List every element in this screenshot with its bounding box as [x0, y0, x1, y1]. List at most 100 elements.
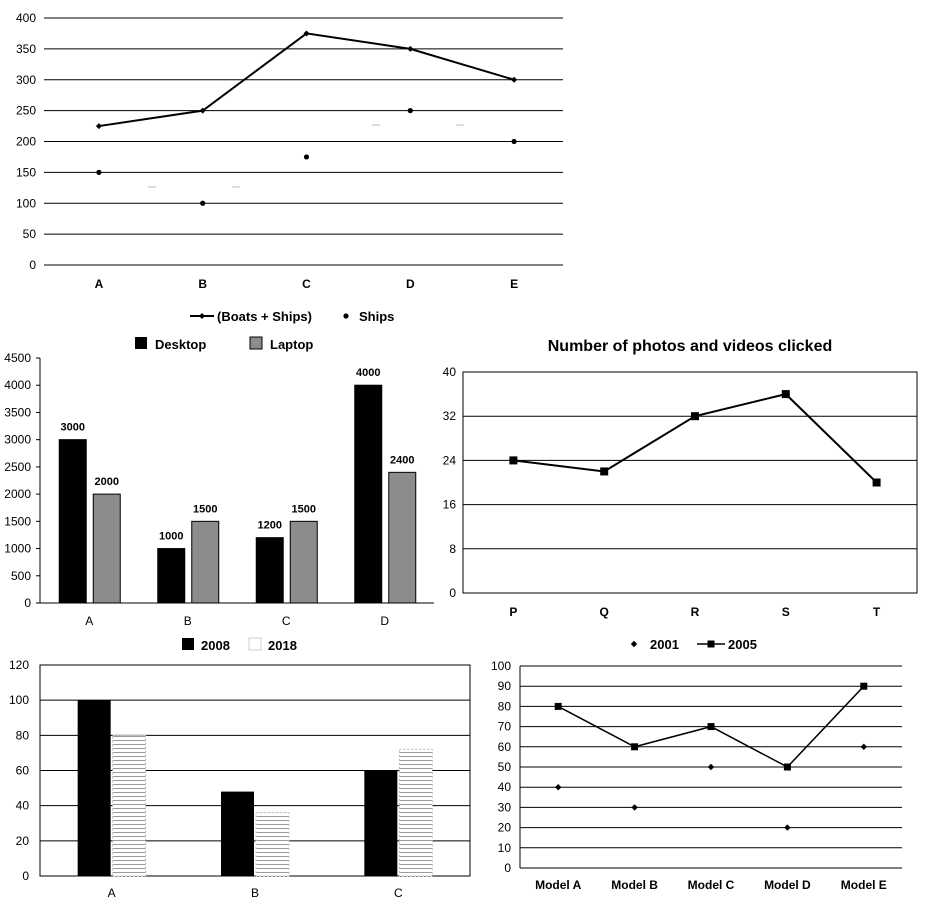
data-label-desktop: 1000: [159, 531, 183, 543]
point-2001: [631, 804, 638, 811]
x-category-label: D: [406, 277, 415, 291]
chart-title: Number of photos and videos clicked: [548, 338, 833, 355]
desktop-laptop-chart: 0 500 1000 1500 2000 2500 3000 3500 4000 4500 A 300…: [4, 336, 434, 628]
x-category-label: E: [510, 277, 518, 291]
data-label-desktop: 1200: [258, 520, 282, 532]
bar-2008: [221, 791, 254, 876]
bar-desktop: [354, 384, 383, 604]
y-tick-label: 0: [449, 586, 456, 600]
y-tick-label: 24: [443, 453, 457, 467]
point-ships: [511, 138, 517, 145]
y-tick-label: 32: [443, 409, 457, 423]
data-label-laptop: 1500: [292, 503, 316, 515]
y-tick-label: 90: [498, 679, 512, 693]
y-tick-label: 100: [9, 693, 29, 707]
point-boats-ships: [303, 30, 310, 37]
bar-desktop: [255, 537, 284, 604]
x-category-label: C: [302, 277, 311, 291]
boats-ships-chart: 0 50 100 150 200 250 300 350 400 A B C D E (Boats + Sh…: [16, 11, 563, 324]
y-tick-label: 350: [16, 42, 36, 56]
legend: (Boats + Ships) Ships: [190, 309, 394, 324]
y-tick-label: 400: [16, 11, 36, 25]
y-tick-label: 40: [498, 780, 512, 794]
legend-swatch-laptop: [249, 336, 263, 350]
bar-2018: [112, 734, 147, 877]
y-tick-label: 300: [16, 73, 36, 87]
x-category-label: B: [184, 614, 192, 628]
legend: 2001 2005: [630, 637, 757, 652]
legend-swatch-desktop: [135, 337, 147, 349]
y-tick-label: 0: [24, 596, 31, 610]
bar-desktop: [58, 439, 87, 604]
x-category-label: A: [95, 277, 104, 291]
data-label-laptop: 1500: [193, 503, 217, 515]
bar-laptop: [191, 520, 220, 604]
y-tick-label: 80: [498, 699, 512, 713]
legend-swatch-2008: [182, 638, 194, 650]
point-boats-ships: [95, 123, 102, 130]
y-tick-label: 20: [498, 821, 512, 835]
x-category-label: S: [782, 605, 790, 619]
x-category-label: B: [251, 886, 259, 900]
legend-label-2018: 2018: [268, 638, 297, 653]
bar-desktop: [157, 548, 186, 604]
point-2005: [707, 723, 715, 731]
y-tick-label: 3500: [4, 405, 31, 419]
y-tick-label: 10: [498, 841, 512, 855]
x-category-label: R: [691, 605, 700, 619]
x-category-label: Q: [600, 605, 609, 619]
legend-marker-boats-ships: [199, 313, 205, 319]
point: [600, 467, 609, 476]
point: [872, 478, 881, 487]
point-boats-ships: [511, 76, 518, 83]
x-category-label: C: [394, 886, 403, 900]
x-category-label: Model E: [841, 878, 887, 892]
y-tick-label: 4500: [4, 351, 31, 365]
point-2005: [860, 682, 868, 690]
x-category-label: Model A: [535, 878, 582, 892]
y-tick-label: 60: [498, 740, 512, 754]
y-tick-label: 500: [11, 569, 31, 583]
legend-label-laptop: Laptop: [270, 337, 313, 352]
bar-2018: [255, 812, 290, 877]
x-category-label: Model D: [764, 878, 811, 892]
y-tick-label: 2500: [4, 460, 31, 474]
y-tick-label: 0: [22, 869, 29, 883]
x-category-label: T: [873, 605, 881, 619]
x-category-label: Model B: [611, 878, 658, 892]
y-tick-label: 3000: [4, 433, 31, 447]
y-tick-label: 80: [16, 728, 30, 742]
y-tick-label: 16: [443, 498, 457, 512]
legend-marker-ships: [343, 313, 349, 319]
x-category-label: Model C: [688, 878, 735, 892]
point-2001: [860, 743, 867, 750]
point: [509, 456, 518, 465]
x-category-label: P: [509, 605, 517, 619]
point-boats-ships: [199, 107, 206, 114]
y-tick-label: 40: [443, 365, 457, 379]
x-category-label: A: [108, 886, 116, 900]
x-category-label: B: [198, 277, 207, 291]
legend-label-desktop: Desktop: [155, 337, 206, 352]
y-tick-label: 2000: [4, 487, 31, 501]
bar-laptop: [388, 471, 417, 604]
y-tick-label: 250: [16, 104, 36, 118]
point-ships: [407, 108, 413, 114]
data-label-laptop: 2000: [95, 476, 119, 488]
point-2001: [555, 784, 562, 791]
models-2001-2005-chart: 0 10 20 30 40 50 60 70 80 90 100 Model A Model B Mode…: [491, 637, 902, 892]
legend: 2008 2018: [182, 637, 297, 653]
data-label-desktop: 4000: [356, 367, 380, 379]
point-ships: [96, 169, 102, 175]
legend-marker-2001: [630, 640, 638, 648]
point-boats-ships: [407, 45, 414, 52]
y-tick-label: 1500: [4, 514, 31, 528]
legend-label-boats-ships: (Boats + Ships): [217, 309, 312, 324]
y-tick-label: 1000: [4, 542, 31, 556]
legend-label-2005: 2005: [728, 637, 757, 652]
bar-laptop: [92, 493, 121, 604]
y-tick-label: 120: [9, 658, 29, 672]
y-tick-label: 0: [29, 258, 36, 272]
legend-label-ships: Ships: [359, 309, 394, 324]
